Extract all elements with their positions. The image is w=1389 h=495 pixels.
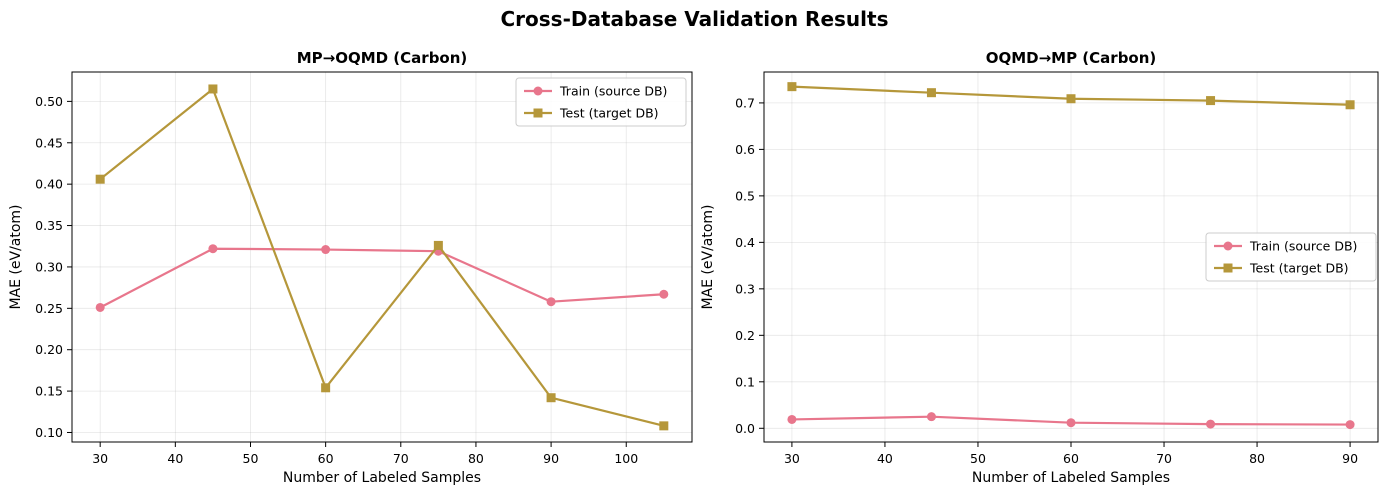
data-point-train <box>659 289 669 299</box>
x-tick-label: 90 <box>1342 451 1358 466</box>
figure-title: Cross-Database Validation Results <box>501 7 889 31</box>
y-tick-label: 0.15 <box>35 384 63 399</box>
data-point-test <box>321 383 331 393</box>
x-tick-label: 100 <box>614 451 638 466</box>
data-point-test <box>787 82 797 92</box>
x-tick-label: 70 <box>393 451 409 466</box>
y-tick-label: 0.1 <box>735 374 755 389</box>
x-tick-label: 90 <box>543 451 559 466</box>
x-tick-label: 60 <box>1063 451 1079 466</box>
data-point-train <box>208 244 218 254</box>
series-line-test <box>99 87 665 427</box>
chart-panel-oqmd-to-mp: 30 40 50 60 70 80 90 0.0 0.1 0.2 0.3 0.4 0.5 0.6 0.7 O… <box>700 49 1379 486</box>
legend-swatch-marker <box>1223 241 1233 251</box>
x-tick-label: 50 <box>970 451 986 466</box>
data-point-train <box>787 414 797 424</box>
plot-area: 30 40 50 60 70 80 90 0.0 0.1 0.2 0.3 0.4 0.5 0.6 0.7 <box>735 71 1379 466</box>
x-tick-label: 80 <box>468 451 484 466</box>
chart-title: OQMD→MP (Carbon) <box>986 49 1157 67</box>
y-tick-label: 0.10 <box>35 425 63 440</box>
legend-box <box>515 77 687 127</box>
y-tick-label: 0.45 <box>35 135 63 150</box>
data-point-test <box>1066 94 1076 104</box>
y-tick-label: 0.5 <box>735 188 755 203</box>
legend-swatch-marker <box>533 108 543 118</box>
data-point-test <box>95 174 105 184</box>
legend-box <box>1205 232 1377 282</box>
axes-frame <box>71 71 693 443</box>
y-tick-label: 0.40 <box>35 177 63 192</box>
y-tick-label: 0.50 <box>35 94 63 109</box>
data-point-train <box>95 302 105 312</box>
y-tick-label: 0.25 <box>35 301 63 316</box>
data-point-test <box>208 84 218 94</box>
legend-label-test: Test (target DB) <box>559 106 659 121</box>
x-tick-label: 40 <box>167 451 183 466</box>
data-point-test <box>926 88 936 98</box>
y-tick-label: 0.3 <box>735 281 755 296</box>
data-point-train <box>1066 418 1076 428</box>
x-axis-label: Number of Labeled Samples <box>972 470 1170 486</box>
y-tick-label: 0.6 <box>735 142 755 157</box>
legend-label-train: Train (source DB) <box>559 84 667 99</box>
legend-swatch-marker <box>1223 263 1233 273</box>
y-axis-label: MAE (eV/atom) <box>700 204 716 309</box>
y-tick-label: 0.20 <box>35 342 63 357</box>
plot-area: 30 40 50 60 70 80 90 100 0.10 0.15 0.20 0.25 0.30 0.3… <box>35 71 693 466</box>
data-point-test <box>546 393 556 403</box>
data-point-train <box>926 412 936 422</box>
y-tick-label: 0.0 <box>735 421 755 436</box>
x-tick-label: 70 <box>1156 451 1172 466</box>
data-point-train <box>321 245 331 255</box>
legend-swatch-marker <box>533 86 543 96</box>
y-axis-label: MAE (eV/atom) <box>8 204 24 309</box>
x-tick-label: 30 <box>784 451 800 466</box>
legend-label-train: Train (source DB) <box>1249 239 1357 254</box>
x-axis-label: Number of Labeled Samples <box>283 470 481 486</box>
data-point-test <box>1206 96 1216 106</box>
x-tick-label: 60 <box>318 451 334 466</box>
chart-title: MP→OQMD (Carbon) <box>297 49 468 67</box>
legend-label-test: Test (target DB) <box>1249 261 1349 276</box>
data-point-train <box>546 297 556 307</box>
data-point-test <box>1345 100 1355 110</box>
y-tick-label: 0.30 <box>35 259 63 274</box>
x-tick-label: 80 <box>1249 451 1265 466</box>
x-tick-label: 40 <box>877 451 893 466</box>
data-point-train <box>1206 419 1216 429</box>
data-point-train <box>1345 420 1355 430</box>
data-point-test <box>659 421 669 431</box>
chart-panel-mp-to-oqmd: 30 40 50 60 70 80 90 100 0.10 0.15 0.20 0.25 0.30 0.3… <box>8 49 693 486</box>
series-line-train <box>99 247 664 309</box>
y-tick-label: 0.4 <box>735 235 755 250</box>
y-tick-label: 0.35 <box>35 218 63 233</box>
y-tick-label: 0.2 <box>735 328 755 343</box>
data-point-test <box>433 240 443 250</box>
y-tick-label: 0.7 <box>735 95 755 110</box>
x-tick-label: 50 <box>243 451 259 466</box>
x-tick-label: 30 <box>92 451 108 466</box>
